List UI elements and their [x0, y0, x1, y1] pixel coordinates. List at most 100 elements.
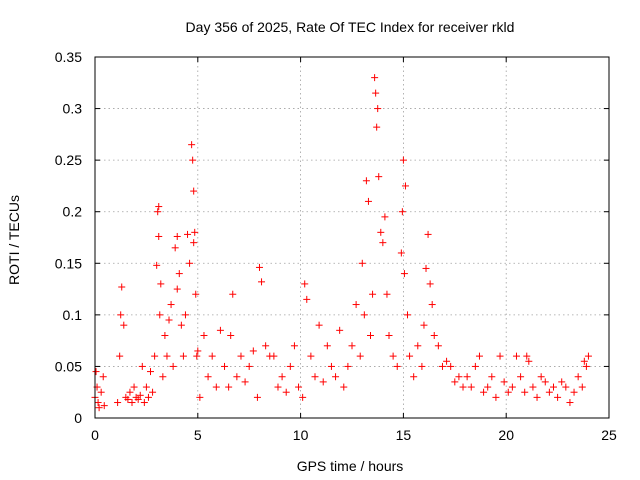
data-point: [358, 259, 366, 267]
data-point: [270, 352, 278, 360]
data-point: [188, 141, 196, 149]
y-tick-label: 0.25: [55, 152, 82, 168]
data-point: [155, 203, 163, 211]
x-tick-label: 25: [601, 427, 617, 443]
data-point: [233, 373, 241, 381]
data-point: [167, 301, 175, 309]
data-point: [525, 357, 533, 365]
data-point: [401, 182, 409, 190]
data-point: [192, 290, 200, 298]
data-point: [383, 290, 391, 298]
data-point: [155, 232, 163, 240]
data-point: [496, 352, 504, 360]
data-point: [286, 362, 294, 370]
data-point: [169, 362, 177, 370]
y-tick-label: 0.2: [63, 204, 83, 220]
data-point: [154, 208, 162, 216]
data-point: [258, 278, 266, 286]
y-tick-label: 0.3: [63, 101, 83, 117]
data-point: [364, 197, 372, 205]
data-point: [523, 352, 531, 360]
data-point: [165, 316, 173, 324]
data-point: [381, 213, 389, 221]
data-point: [459, 383, 467, 391]
data-point: [227, 331, 235, 339]
data-point: [541, 378, 549, 386]
data-point: [307, 352, 315, 360]
data-point: [301, 280, 309, 288]
data-point: [136, 391, 144, 399]
data-point: [492, 393, 500, 401]
data-point: [406, 352, 414, 360]
data-point: [574, 373, 582, 381]
data-point: [144, 393, 152, 401]
data-point: [237, 352, 245, 360]
data-point: [373, 123, 381, 131]
data-point: [117, 311, 125, 319]
x-axis-label: GPS time / hours: [297, 458, 404, 474]
data-point: [529, 383, 537, 391]
data-point: [173, 285, 181, 293]
data-point: [99, 373, 107, 381]
data-point: [508, 383, 516, 391]
data-point: [253, 393, 261, 401]
data-point: [190, 239, 198, 247]
data-point: [120, 321, 128, 329]
data-point: [360, 311, 368, 319]
data-point: [372, 89, 380, 97]
data-point: [371, 74, 379, 82]
data-point: [278, 373, 286, 381]
data-point: [393, 362, 401, 370]
data-point: [194, 347, 202, 355]
data-point: [517, 373, 525, 381]
data-point: [315, 321, 323, 329]
data-point: [558, 378, 566, 386]
data-point: [225, 383, 233, 391]
data-point: [177, 321, 185, 329]
data-point: [369, 290, 377, 298]
data-point: [578, 383, 586, 391]
data-point: [377, 228, 385, 236]
data-point: [196, 393, 204, 401]
data-point: [430, 331, 438, 339]
data-point: [400, 270, 408, 278]
data-point: [389, 352, 397, 360]
data-point: [149, 388, 157, 396]
data-point: [173, 232, 181, 240]
data-point: [397, 249, 405, 257]
data-point: [424, 230, 432, 238]
data-point: [362, 177, 370, 185]
data-point: [130, 383, 138, 391]
data-point: [124, 395, 132, 403]
y-axis-ticks: 0 0.05 0.1 0.15 0.2 0.25 0.3 0.35: [55, 49, 609, 426]
data-point: [414, 342, 422, 350]
data-point: [340, 383, 348, 391]
data-point: [500, 378, 508, 386]
data-point: [375, 173, 383, 181]
x-tick-label: 10: [293, 427, 309, 443]
data-point: [467, 383, 475, 391]
data-point: [311, 373, 319, 381]
y-axis-label: ROTI / TECUs: [6, 195, 22, 285]
data-point: [245, 362, 253, 370]
data-point: [566, 399, 574, 407]
data-point: [434, 342, 442, 350]
x-tick-label: 0: [91, 427, 99, 443]
y-tick-label: 0.15: [55, 255, 82, 271]
data-point: [92, 368, 100, 376]
data-point: [512, 352, 520, 360]
data-point: [138, 362, 146, 370]
data-point: [140, 399, 148, 407]
x-axis-ticks: 0 5 10 15 20 25: [91, 57, 617, 443]
data-point: [420, 321, 428, 329]
data-point: [262, 342, 270, 350]
data-point: [379, 239, 387, 247]
data-point: [193, 352, 201, 360]
x-tick-label: 15: [396, 427, 412, 443]
data-point: [184, 230, 192, 238]
data-point: [348, 342, 356, 350]
data-point: [455, 373, 463, 381]
data-point: [399, 156, 407, 164]
data-point: [100, 402, 108, 410]
